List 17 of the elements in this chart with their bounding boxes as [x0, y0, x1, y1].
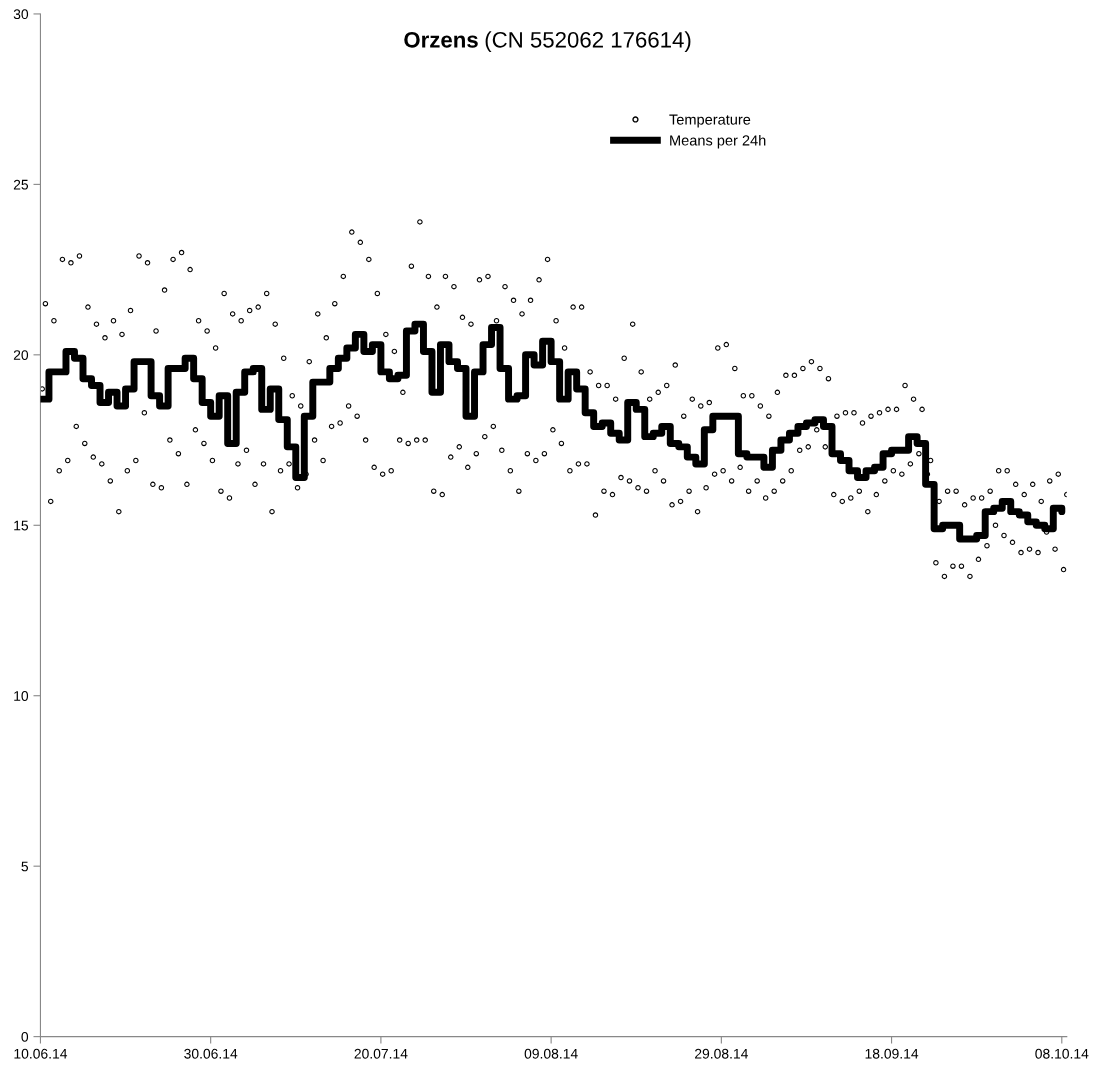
x-tick-label: 30.06.14 [184, 1048, 238, 1059]
text: Orzens (CN 552062 176614) [404, 31, 691, 53]
x-tick-label: 18.09.14 [865, 1048, 919, 1059]
y-tick-label: 30 [13, 9, 29, 20]
legend-label: Temperature [669, 114, 751, 128]
y-tick-label: 25 [13, 179, 29, 190]
y-tick-label: 20 [13, 350, 29, 360]
y-tick-label: 15 [14, 520, 29, 531]
legend-label: Means per 24h [670, 134, 766, 149]
x-tick-label: 29.08.14 [695, 1048, 748, 1059]
y-tick-label: 5 [21, 861, 29, 872]
x-tick-label: 09.08.14 [524, 1048, 578, 1059]
x-tick-label: 10.06.14 [14, 1048, 68, 1059]
x-tick-label: 08.10.14 [1035, 1048, 1089, 1059]
y-tick-label: 10 [14, 691, 29, 701]
y-tick-label: 0 [21, 1031, 29, 1042]
x-tick-label: 20.07.14 [354, 1048, 408, 1059]
